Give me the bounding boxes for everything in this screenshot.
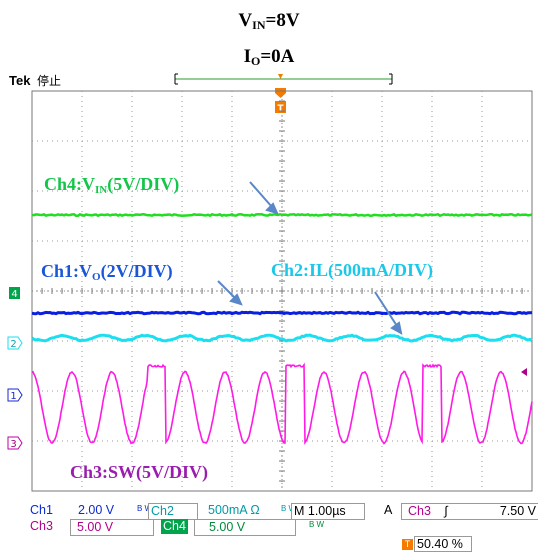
ch1-label: Ch1:VO(2V/DIV) — [41, 261, 173, 283]
ch4-waveform — [31, 212, 533, 218]
ch3-label: Ch3:SW(5V/DIV) — [70, 462, 208, 483]
ch3-waveform — [31, 362, 533, 445]
trigger-level-icon[interactable] — [521, 368, 527, 376]
ch4-label: Ch4:VIN(5V/DIV) — [44, 174, 179, 196]
ch4-arrow-icon — [249, 181, 273, 208]
annotation-arrows — [217, 181, 403, 335]
ch1-marker[interactable]: 1 — [7, 388, 23, 402]
ch2-arrowhead-icon — [390, 321, 403, 335]
ch2-label: Ch2:IL(500mA/DIV) — [271, 260, 433, 281]
title-vin-rest: =8V — [265, 10, 300, 31]
ch3-readout-name[interactable]: Ch3 — [30, 519, 53, 533]
trigger-level: 7.50 V — [499, 504, 536, 518]
trigger-t-icon: T — [402, 539, 413, 551]
ch2-scale[interactable]: 500mA Ω — [208, 503, 260, 517]
brand-label: Tek — [9, 73, 31, 88]
title-io-sub: O — [251, 54, 261, 68]
ch4-bw-icon: B W — [309, 520, 325, 529]
ch1-arrow-icon — [217, 280, 237, 300]
ch2-bw-icon: B W — [281, 504, 297, 513]
ch4-marker[interactable]: 4 — [9, 287, 20, 300]
ch2-readout-name[interactable]: Ch2 — [148, 503, 198, 520]
ch1-waveform — [31, 310, 533, 316]
title-io-rest: =0A — [260, 46, 295, 67]
ch2-marker[interactable]: 2 — [7, 336, 23, 350]
ch4-arrowhead-icon — [265, 202, 279, 215]
ch1-bw-icon: B W — [137, 504, 153, 513]
ch2-arrow-icon — [374, 291, 398, 327]
ch4-scale[interactable]: 5.00 V — [194, 519, 296, 536]
ch1-readout-name[interactable]: Ch1 — [30, 503, 53, 517]
run-state-label: 停止 — [37, 73, 61, 88]
svg-text:3: 3 — [10, 439, 16, 450]
trigger-position-value: 50.40 % — [414, 536, 472, 552]
svg-text:2: 2 — [10, 339, 16, 350]
title-vin-sub: IN — [252, 18, 266, 32]
ch3-marker[interactable]: 3 — [7, 436, 23, 450]
trigger-readout[interactable]: Ch3 ∫ 7.50 V — [401, 503, 538, 520]
trigger-slope-icon: ∫ — [444, 504, 448, 518]
timebase-readout[interactable]: M 1.00µs — [291, 503, 365, 520]
svg-text:1: 1 — [10, 391, 16, 402]
title-vin: VIN=8V — [0, 10, 538, 33]
graticule — [31, 90, 533, 492]
ch2-waveform — [31, 333, 533, 343]
status-bar: Ch1 2.00 V B W Ch2 500mA Ω B W M 1.00µs … — [30, 503, 538, 536]
trigger-position-readout[interactable]: T 50.40 % — [402, 536, 472, 552]
svg-text:4: 4 — [11, 289, 17, 300]
title-vin-main: V — [238, 10, 253, 31]
title-io-main: I — [243, 46, 251, 67]
ch4-readout-name[interactable]: Ch4 — [161, 519, 188, 534]
trigger-source: Ch3 — [408, 504, 431, 518]
title-io: IO=0A — [0, 46, 538, 69]
ch1-scale[interactable]: 2.00 V — [78, 503, 115, 517]
ch3-scale[interactable]: 5.00 V — [70, 519, 154, 536]
record-position-bar[interactable] — [174, 73, 393, 85]
ch1-arrowhead-icon — [229, 293, 243, 306]
trigger-t-glyph: T — [277, 104, 284, 114]
acquisition-mode: A — [384, 503, 393, 517]
